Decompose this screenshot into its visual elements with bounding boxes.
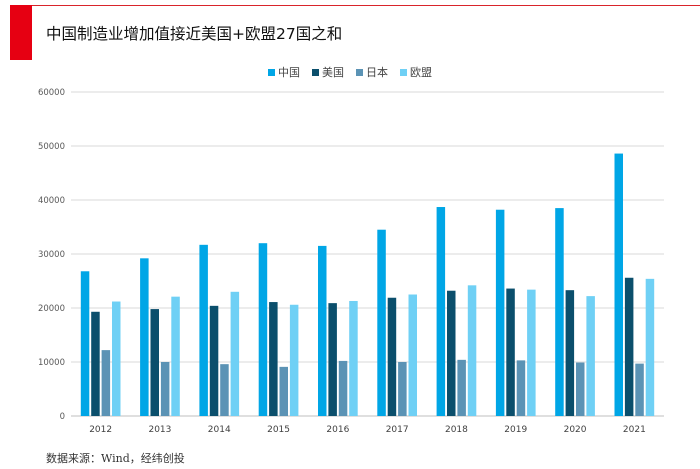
chart-title: 中国制造业增加值接近美国+欧盟27国之和 [46, 25, 343, 43]
bar [101, 350, 111, 416]
bar [387, 297, 397, 416]
legend-swatch [356, 68, 363, 76]
bar [614, 153, 623, 416]
bar [635, 363, 644, 416]
legend-label: 中国 [278, 66, 300, 79]
legend: 中国 美国 日本 欧盟 [0, 64, 700, 80]
bar [230, 291, 240, 416]
bar [457, 359, 466, 416]
bar [318, 245, 327, 416]
bar [279, 366, 288, 416]
legend-label: 欧盟 [410, 66, 432, 79]
bar [624, 277, 634, 416]
bar [160, 362, 170, 416]
x-tick-label: 2014 [208, 425, 231, 435]
legend-swatch [312, 68, 319, 76]
bar [112, 301, 121, 416]
bar [586, 296, 595, 416]
y-tick-label: 50000 [38, 142, 65, 152]
x-tick-label: 2020 [564, 425, 587, 435]
x-tick-label: 2017 [386, 425, 409, 435]
bar [398, 362, 407, 416]
y-tick-label: 60000 [38, 88, 65, 98]
legend-item-eu: 欧盟 [400, 64, 432, 80]
bar [495, 209, 505, 416]
legend-swatch [268, 68, 275, 76]
bar [338, 360, 348, 416]
bar [447, 290, 456, 416]
x-tick-label: 2021 [623, 425, 646, 435]
x-tick-label: 2015 [267, 425, 290, 435]
legend-item-japan: 日本 [356, 64, 388, 80]
legend-swatch [400, 68, 407, 76]
legend-item-usa: 美国 [312, 64, 344, 80]
x-tick-label: 2013 [148, 425, 171, 435]
bar [289, 304, 299, 416]
bar [565, 290, 575, 416]
y-tick-label: 0 [60, 412, 65, 422]
bar [269, 302, 278, 416]
y-tick-label: 40000 [38, 196, 65, 206]
bar [467, 285, 477, 416]
bar [576, 362, 585, 416]
y-tick-label: 30000 [38, 250, 65, 260]
bar [555, 208, 564, 416]
bar [506, 288, 515, 416]
bar [171, 296, 180, 416]
bar [91, 311, 100, 416]
bar [199, 244, 208, 416]
legend-item-china: 中国 [268, 64, 300, 80]
top-rule [10, 5, 700, 6]
bar [527, 289, 536, 416]
bar [80, 271, 90, 416]
bar [516, 360, 526, 416]
title-accent-bar [10, 5, 32, 60]
bar [209, 305, 219, 416]
legend-label: 日本 [366, 66, 388, 79]
x-tick-label: 2018 [445, 425, 468, 435]
legend-label: 美国 [322, 66, 344, 79]
bar [328, 303, 337, 416]
bar [150, 309, 159, 416]
x-tick-label: 2016 [326, 425, 349, 435]
bar [377, 229, 386, 416]
bar [436, 207, 446, 416]
bar [140, 258, 149, 416]
source-note: 数据来源：Wind，经纬创投 [46, 452, 185, 465]
y-tick-label: 10000 [38, 358, 65, 368]
y-tick-label: 20000 [38, 304, 65, 314]
bar [258, 243, 268, 416]
bar [349, 300, 358, 416]
x-tick-label: 2019 [504, 425, 527, 435]
bar [220, 364, 229, 416]
x-tick-label: 2012 [89, 425, 112, 435]
bar [408, 294, 417, 416]
bar [645, 278, 655, 416]
